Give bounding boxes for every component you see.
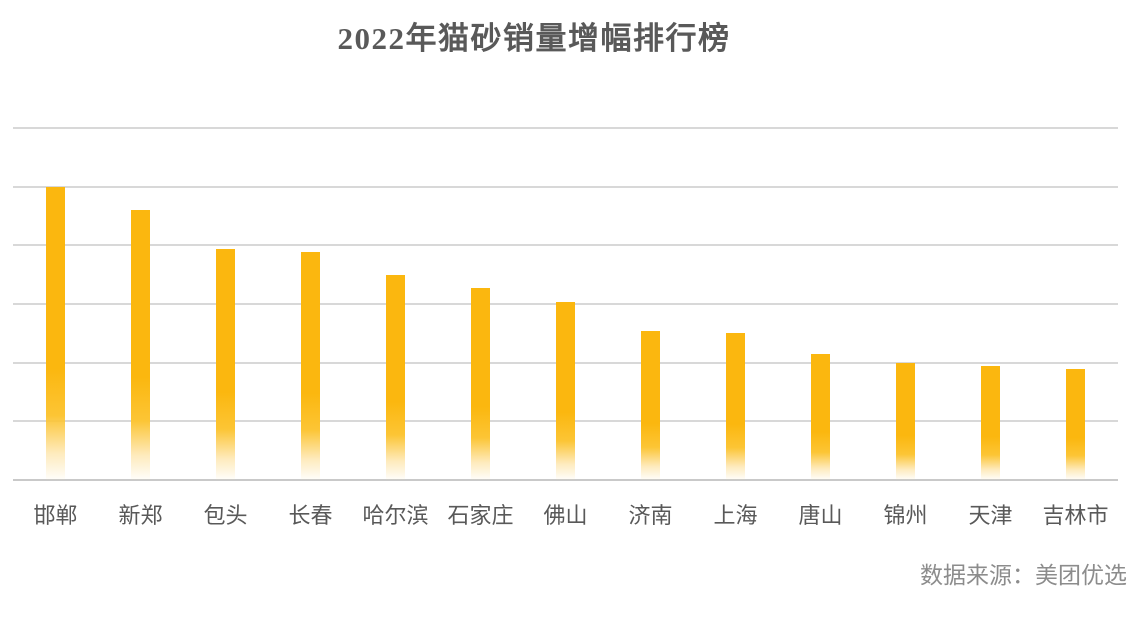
chart-title: 2022年猫砂销量增幅排行榜 bbox=[337, 21, 731, 56]
x-axis-label: 唐山 bbox=[798, 503, 843, 528]
bar-slot bbox=[98, 128, 183, 480]
x-axis-label: 石家庄 bbox=[447, 503, 514, 528]
x-axis-label: 天津 bbox=[968, 503, 1013, 528]
x-axis-label: 哈尔滨 bbox=[362, 503, 429, 528]
x-axis-baseline bbox=[13, 479, 1118, 481]
bar-唐山 bbox=[811, 353, 830, 480]
bar-slot bbox=[693, 128, 778, 480]
gridline bbox=[13, 127, 1118, 129]
bar-slot bbox=[948, 128, 1033, 480]
bar-slot bbox=[863, 128, 948, 480]
x-axis-label: 吉林市 bbox=[1042, 503, 1109, 528]
bar-slot bbox=[1033, 128, 1118, 480]
bar-长春 bbox=[301, 251, 320, 480]
bar-slot bbox=[183, 128, 268, 480]
bar-佛山 bbox=[556, 302, 575, 480]
x-axis-label: 长春 bbox=[288, 503, 333, 528]
bar-锦州 bbox=[896, 362, 915, 480]
x-axis-label: 包头 bbox=[203, 503, 248, 528]
bar-石家庄 bbox=[471, 287, 490, 480]
bar-slot bbox=[268, 128, 353, 480]
plot-area bbox=[13, 127, 1118, 481]
bar-邯郸 bbox=[46, 186, 65, 480]
x-axis-label: 济南 bbox=[628, 503, 673, 528]
x-axis-labels: 邯郸 新郑 包头 长春 哈尔滨 石家庄 佛山 济南 上海 唐山 锦州 天津 吉林市 bbox=[13, 498, 1118, 530]
bar-上海 bbox=[726, 333, 745, 480]
bar-包头 bbox=[216, 249, 235, 480]
bar-slot bbox=[778, 128, 863, 480]
bar-slot bbox=[608, 128, 693, 480]
bar-slot bbox=[13, 128, 98, 480]
x-axis-label: 上海 bbox=[713, 503, 758, 528]
x-axis-label: 佛山 bbox=[543, 503, 588, 528]
bar-slot bbox=[353, 128, 438, 480]
x-axis-label: 锦州 bbox=[883, 503, 928, 528]
source-note: 数据来源：美团优选 bbox=[920, 563, 1127, 588]
bar-哈尔滨 bbox=[386, 275, 405, 480]
bar-新郑 bbox=[131, 210, 150, 480]
x-axis-label: 邯郸 bbox=[33, 503, 78, 528]
gridline bbox=[13, 185, 1118, 188]
bar-slot bbox=[523, 128, 608, 480]
x-axis-label: 新郑 bbox=[118, 503, 163, 528]
bar-吉林市 bbox=[1066, 369, 1085, 480]
bar-济南 bbox=[641, 331, 660, 480]
gridline bbox=[13, 244, 1118, 247]
bar-slot bbox=[438, 128, 523, 480]
bar-天津 bbox=[981, 366, 1000, 480]
bars-container bbox=[13, 128, 1118, 480]
